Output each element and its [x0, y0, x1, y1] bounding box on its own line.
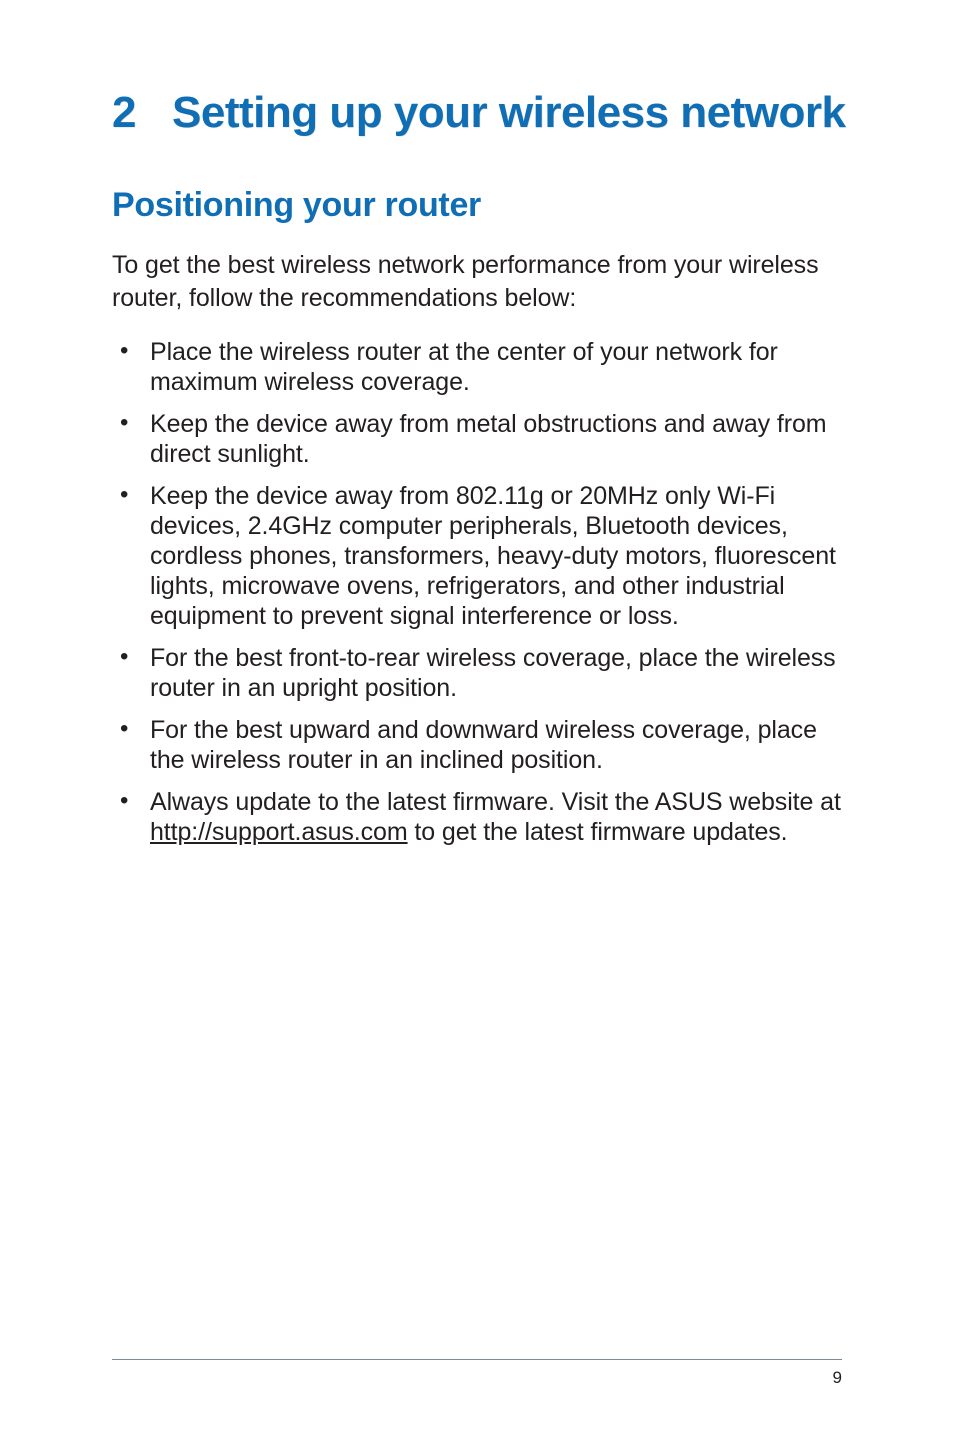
list-item-text-pre: Always update to the latest firmware. Vi…	[150, 788, 841, 816]
chapter-number: 2	[112, 85, 172, 140]
list-item-text: Keep the device away from metal obstruct…	[150, 410, 826, 468]
section-title: Positioning your router	[112, 186, 846, 225]
list-item: Always update to the latest firmware. Vi…	[112, 787, 846, 847]
chapter-title: 2 Setting up your wireless network	[112, 85, 846, 140]
bullet-list: Place the wireless router at the center …	[112, 337, 846, 847]
list-item-text: Place the wireless router at the center …	[150, 338, 778, 396]
list-item-text: For the best front-to-rear wireless cove…	[150, 644, 836, 702]
chapter-title-text: Setting up your wireless network	[172, 85, 846, 140]
list-item: For the best upward and downward wireles…	[112, 715, 846, 775]
list-item: Keep the device away from metal obstruct…	[112, 409, 846, 469]
page-number: 9	[833, 1368, 842, 1387]
list-item: For the best front-to-rear wireless cove…	[112, 643, 846, 703]
intro-paragraph: To get the best wireless network perform…	[112, 249, 846, 315]
list-item-text: Keep the device away from 802.11g or 20M…	[150, 482, 836, 630]
document-page: 2 Setting up your wireless network Posit…	[0, 0, 954, 1438]
list-item-text-post: to get the latest firmware updates.	[408, 818, 788, 846]
list-item-text: For the best upward and downward wireles…	[150, 716, 817, 774]
page-footer: 9	[112, 1359, 842, 1388]
list-item-link[interactable]: http://support.asus.com	[150, 818, 408, 846]
list-item: Keep the device away from 802.11g or 20M…	[112, 481, 846, 631]
list-item: Place the wireless router at the center …	[112, 337, 846, 397]
